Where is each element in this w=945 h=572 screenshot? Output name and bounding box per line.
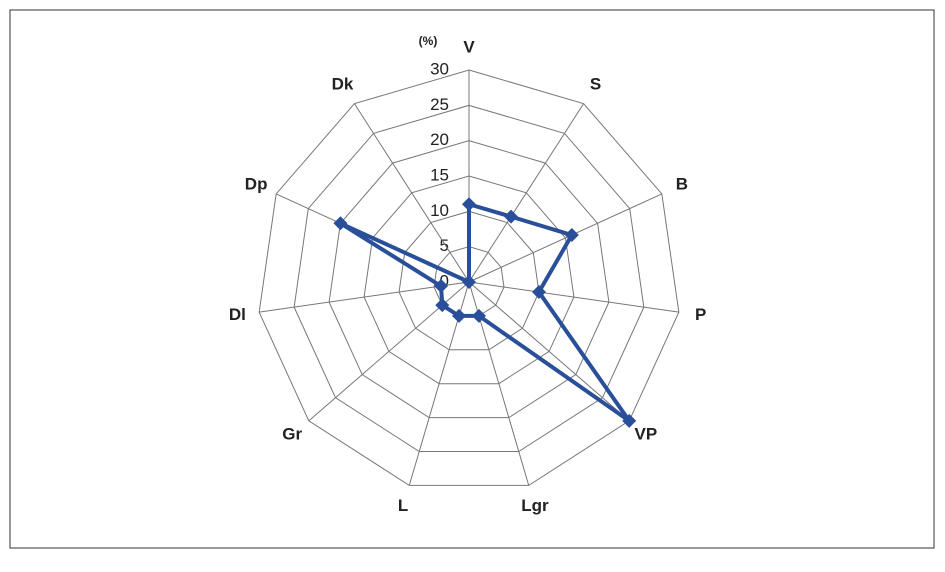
y-tick-label: 15 bbox=[430, 165, 449, 184]
y-tick-label: 25 bbox=[430, 95, 449, 114]
data-point bbox=[471, 308, 486, 323]
grid-ring bbox=[258, 69, 680, 486]
category-label: Dk bbox=[332, 75, 354, 94]
category-label: Dp bbox=[245, 174, 268, 193]
spoke bbox=[468, 193, 663, 283]
category-label: L bbox=[398, 496, 408, 515]
data-point bbox=[452, 308, 467, 323]
y-tick-label: 20 bbox=[430, 130, 449, 149]
series-line bbox=[338, 202, 632, 423]
spoke bbox=[468, 281, 630, 422]
data-point bbox=[622, 413, 637, 428]
grid-ring bbox=[328, 140, 610, 419]
y-tick-label: 30 bbox=[430, 59, 449, 78]
category-label: VP bbox=[635, 425, 658, 444]
data-point bbox=[564, 228, 579, 243]
data-point bbox=[504, 209, 519, 224]
spoke bbox=[259, 281, 470, 313]
category-label: S bbox=[590, 75, 601, 94]
data-point bbox=[333, 216, 348, 231]
y-tick-label: 5 bbox=[440, 236, 449, 255]
category-label: V bbox=[463, 37, 475, 56]
data-point bbox=[462, 275, 476, 289]
spoke bbox=[468, 281, 679, 313]
category-label: Dl bbox=[229, 305, 246, 324]
y-tick-label: 10 bbox=[430, 201, 449, 220]
data-point bbox=[434, 279, 449, 294]
spoke bbox=[468, 103, 585, 283]
y-axis-label: (%) bbox=[419, 34, 438, 48]
category-label: Gr bbox=[282, 425, 302, 444]
category-label: B bbox=[676, 174, 688, 193]
y-tick-label: 0 bbox=[440, 271, 449, 290]
category-label: P bbox=[695, 305, 706, 324]
data-point bbox=[462, 197, 476, 212]
grid-ring bbox=[398, 210, 540, 351]
spoke bbox=[353, 103, 470, 283]
category-label: Lgr bbox=[521, 496, 549, 515]
data-point bbox=[435, 298, 450, 313]
data-point bbox=[531, 285, 546, 300]
grid-ring bbox=[293, 104, 645, 453]
